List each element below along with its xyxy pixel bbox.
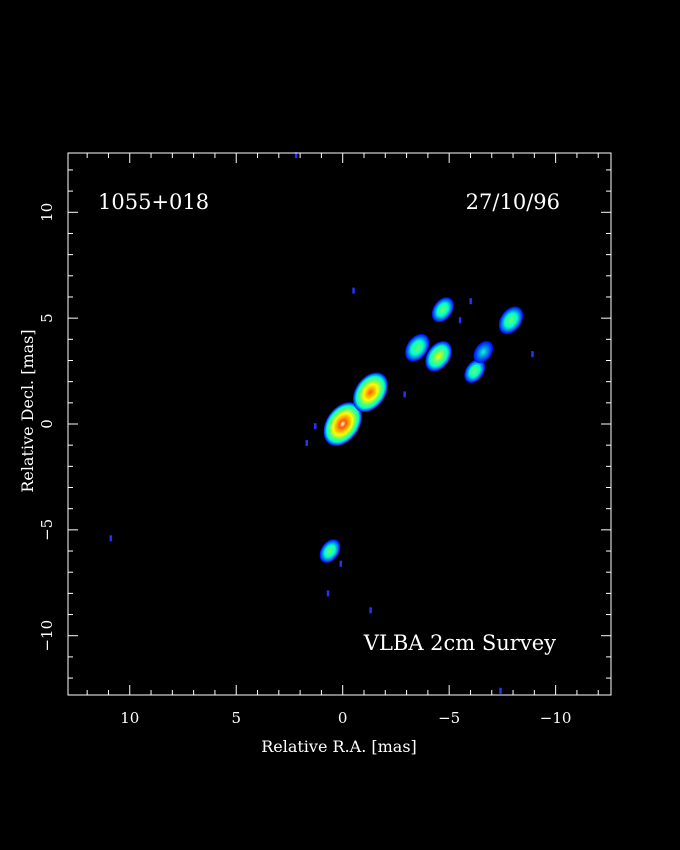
noise-point — [369, 607, 372, 614]
emission-component-jet-knot-d — [498, 306, 524, 335]
noise-point — [294, 152, 298, 159]
noise-point — [458, 317, 462, 324]
y-tick-label: 5 — [38, 313, 56, 323]
x-tick-label: −5 — [438, 709, 460, 727]
noise-point — [109, 535, 113, 542]
emission-component-jet-knot-b — [405, 334, 430, 362]
x-tick-label: 0 — [338, 709, 348, 727]
noise-point — [531, 351, 534, 358]
noise-point — [326, 590, 330, 597]
noise-point — [314, 423, 317, 430]
y-axis-label: Relative Decl. [mas] — [18, 329, 37, 492]
y-tick-label: 0 — [38, 419, 56, 429]
emission-component-jet-knot-f — [473, 340, 494, 364]
x-axis-label: Relative R.A. [mas] — [261, 737, 417, 756]
emission-layer — [109, 152, 534, 694]
x-tick-label: 10 — [120, 709, 139, 727]
noise-point — [499, 687, 502, 694]
observation-date-label: 27/10/96 — [466, 190, 560, 214]
x-tick-label: 5 — [231, 709, 241, 727]
noise-point — [339, 560, 343, 567]
emission-component-jet-knot-e — [464, 359, 486, 383]
x-tick-label: −10 — [540, 709, 572, 727]
survey-label: VLBA 2cm Survey — [363, 631, 556, 655]
noise-point — [305, 440, 308, 447]
emission-component-inner-jet — [352, 372, 388, 412]
noise-point — [469, 298, 472, 305]
y-tick-label: −10 — [38, 620, 56, 652]
emission-component-jet-knot-a — [425, 341, 452, 372]
source-name-label: 1055+018 — [98, 190, 209, 214]
emission-component-south-blob — [319, 539, 341, 563]
axis-ticks — [68, 153, 611, 695]
emission-component-jet-knot-c — [431, 297, 454, 323]
noise-point — [352, 287, 355, 294]
axis-tick-labels: 10 5 0 −5 −10 10 5 0 −5 −10 — [38, 203, 571, 727]
noise-point — [403, 391, 406, 398]
emission-component-core — [323, 402, 362, 446]
y-tick-label: 10 — [38, 203, 56, 222]
y-tick-label: −5 — [38, 519, 56, 541]
